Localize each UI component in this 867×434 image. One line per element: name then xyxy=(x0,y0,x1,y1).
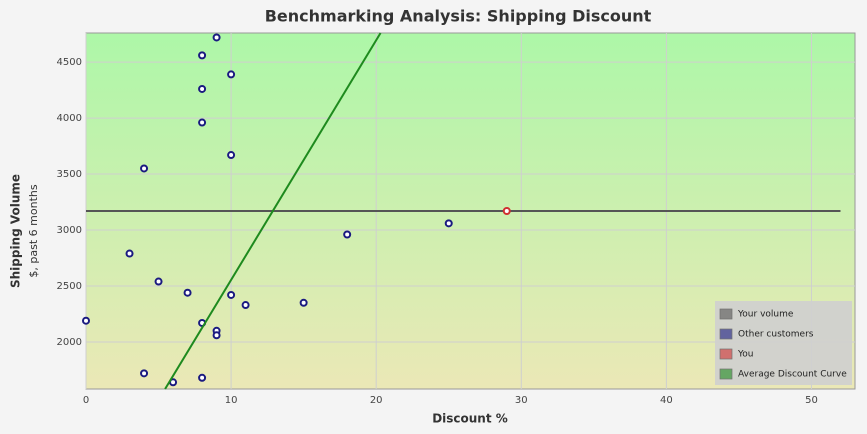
data-point xyxy=(183,288,192,297)
x-tick-label: 10 xyxy=(225,395,238,406)
y-tick-label: 4500 xyxy=(57,57,82,68)
legend-label: Other customers xyxy=(738,330,814,340)
x-tick-label: 0 xyxy=(83,395,89,406)
legend-swatch xyxy=(719,308,733,320)
y-tick-label: 3000 xyxy=(57,225,82,236)
data-point xyxy=(227,70,236,79)
data-point xyxy=(125,249,134,258)
y-tick-label: 2000 xyxy=(57,337,82,348)
data-point xyxy=(444,219,453,228)
x-tick-label: 30 xyxy=(515,395,528,406)
series-line xyxy=(164,32,382,390)
legend-box xyxy=(715,301,852,385)
legend-label: Your volume xyxy=(737,310,794,320)
legend-label: You xyxy=(737,350,754,360)
data-point xyxy=(140,164,149,173)
legend-swatch xyxy=(719,328,733,340)
y-axis-subtitle: $, past 6 months xyxy=(27,184,40,277)
data-point xyxy=(299,298,308,307)
data-point xyxy=(198,373,207,382)
legend-swatch xyxy=(719,368,733,380)
data-point xyxy=(227,151,236,160)
y-axis-title: Shipping Volume xyxy=(9,174,23,288)
y-tick-label: 4000 xyxy=(57,113,82,124)
data-point xyxy=(502,207,511,215)
chart-title: Benchmarking Analysis: Shipping Discount xyxy=(265,7,652,26)
x-tick-label: 50 xyxy=(805,395,818,406)
data-point xyxy=(198,118,207,127)
data-point xyxy=(343,230,352,239)
y-tick-label: 3500 xyxy=(57,169,82,180)
x-axis-title: Discount % xyxy=(432,412,508,426)
x-tick-label: 20 xyxy=(370,395,383,406)
data-point xyxy=(212,33,221,42)
data-point xyxy=(227,290,236,299)
data-point xyxy=(212,331,221,340)
legend-swatch xyxy=(719,348,733,360)
x-tick-label: 40 xyxy=(660,395,673,406)
data-point xyxy=(198,51,207,60)
data-point xyxy=(241,301,250,310)
data-point xyxy=(82,316,90,325)
data-point xyxy=(140,369,149,378)
data-point xyxy=(198,84,207,93)
y-tick-label: 2500 xyxy=(57,281,82,292)
legend-label: Average Discount Curve xyxy=(738,370,847,380)
data-point xyxy=(154,277,163,286)
